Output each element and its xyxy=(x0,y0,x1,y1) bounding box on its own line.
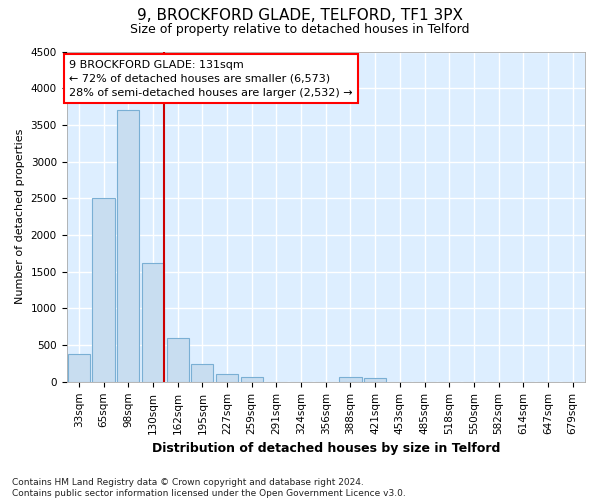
Bar xyxy=(241,377,263,382)
Y-axis label: Number of detached properties: Number of detached properties xyxy=(15,129,25,304)
Bar xyxy=(117,110,139,382)
Text: 9 BROCKFORD GLADE: 131sqm
← 72% of detached houses are smaller (6,573)
28% of se: 9 BROCKFORD GLADE: 131sqm ← 72% of detac… xyxy=(69,60,353,98)
Text: Contains HM Land Registry data © Crown copyright and database right 2024.
Contai: Contains HM Land Registry data © Crown c… xyxy=(12,478,406,498)
Text: 9, BROCKFORD GLADE, TELFORD, TF1 3PX: 9, BROCKFORD GLADE, TELFORD, TF1 3PX xyxy=(137,8,463,22)
Bar xyxy=(68,354,90,382)
Bar xyxy=(216,374,238,382)
Bar xyxy=(92,198,115,382)
Bar xyxy=(364,378,386,382)
Bar xyxy=(340,378,362,382)
X-axis label: Distribution of detached houses by size in Telford: Distribution of detached houses by size … xyxy=(152,442,500,455)
Text: Size of property relative to detached houses in Telford: Size of property relative to detached ho… xyxy=(130,22,470,36)
Bar xyxy=(142,262,164,382)
Bar xyxy=(167,338,189,382)
Bar xyxy=(191,364,214,382)
